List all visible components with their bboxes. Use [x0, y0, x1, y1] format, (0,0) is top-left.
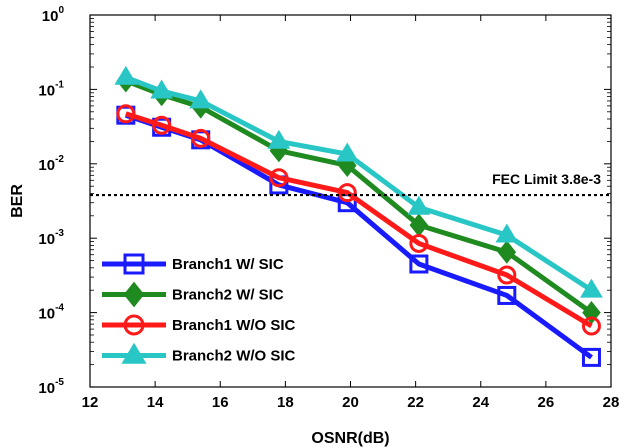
data-point — [581, 316, 601, 336]
data-point — [114, 65, 138, 85]
data-point — [150, 79, 174, 99]
data-point — [409, 233, 429, 253]
data-point — [580, 278, 603, 298]
legend-marker — [123, 314, 145, 336]
data-point — [189, 89, 213, 109]
data-point — [581, 347, 601, 367]
legend-entry: Branch2 W/ SIC — [102, 281, 284, 308]
x-tick-label: 28 — [603, 394, 620, 411]
y-axis-title: BER — [9, 184, 26, 218]
fec-limit-label: FEC Limit 3.8e-3 — [492, 171, 601, 187]
legend-entry: Branch1 W/ SIC — [102, 253, 284, 275]
data-point — [191, 128, 211, 148]
x-axis: 12 14 16 18 20 22 24 26 28 — [82, 15, 620, 411]
data-point — [335, 142, 359, 162]
legend-marker — [123, 253, 145, 275]
y-tick-label: 100 — [42, 5, 65, 25]
y-tick-label: 10-2 — [38, 154, 64, 174]
data-point — [407, 195, 431, 215]
data-point — [116, 104, 136, 124]
legend-entry: Branch1 W/O SIC — [102, 314, 296, 336]
data-point — [409, 254, 429, 274]
data-point — [267, 129, 291, 149]
series-3 — [116, 104, 601, 336]
legend: Branch1 W/ SIC Branch2 W/ SIC Branch1 W/O … — [102, 253, 296, 365]
x-tick-label: 20 — [342, 394, 359, 411]
legend-label: Branch1 W/O SIC — [172, 317, 296, 334]
data-point — [497, 265, 517, 285]
y-axis: 10-5 10-4 10-3 10-2 10-1 100 — [38, 5, 611, 397]
series-4 — [114, 65, 603, 298]
legend-entry: Branch2 W/O SIC — [102, 342, 296, 365]
x-tick-label: 14 — [147, 394, 164, 411]
legend-label: Branch2 W/ SIC — [172, 287, 284, 304]
data-point — [337, 183, 357, 203]
y-tick-label: 10-4 — [38, 303, 64, 323]
data-point — [497, 285, 517, 305]
legend-marker — [123, 281, 145, 308]
x-tick-label: 24 — [472, 394, 489, 411]
legend-label: Branch1 W/ SIC — [172, 256, 284, 273]
x-tick-label: 16 — [212, 394, 229, 411]
x-tick-label: 22 — [407, 394, 424, 411]
data-point — [495, 223, 519, 243]
x-tick-label: 26 — [538, 394, 555, 411]
data-point — [497, 240, 517, 264]
y-tick-label: 10-5 — [38, 377, 64, 397]
y-tick-label: 10-3 — [38, 228, 64, 248]
x-axis-title: OSNR(dB) — [311, 430, 389, 447]
legend-label: Branch2 W/O SIC — [172, 348, 296, 365]
x-tick-label: 18 — [277, 394, 294, 411]
data-point — [152, 115, 172, 135]
data-point — [269, 168, 289, 188]
y-tick-label: 10-1 — [38, 79, 64, 99]
legend-marker — [121, 342, 147, 364]
x-tick-label: 12 — [82, 394, 99, 411]
